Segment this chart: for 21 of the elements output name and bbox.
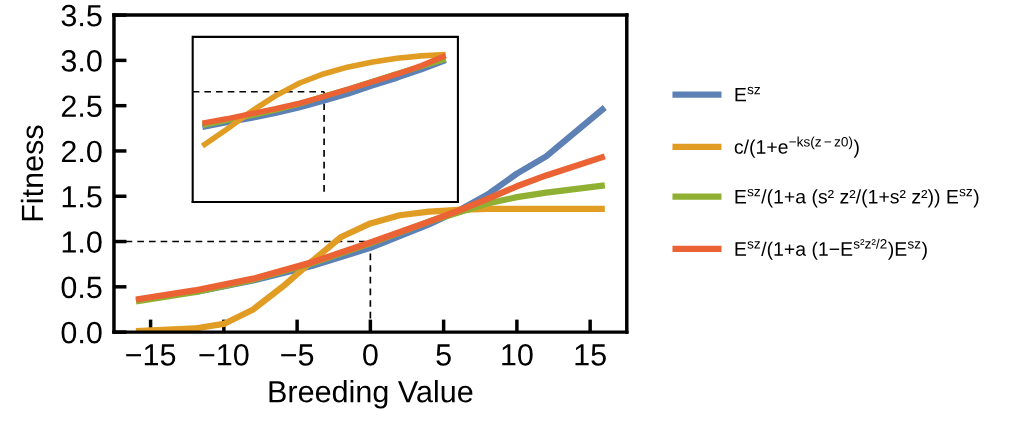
y-tick-label: 1.5	[62, 186, 102, 208]
x-tick-label: 5	[436, 344, 451, 366]
x-tick-label: −5	[281, 344, 314, 366]
y-tick-label: 1.0	[62, 231, 102, 253]
y-tick-label: 2.0	[61, 140, 102, 163]
y-tick-label: 3.5	[61, 4, 102, 27]
x-axis-title: Breeding Value	[269, 380, 473, 409]
legend-label: E$^{sz}$/(1+a (s² z²/(1+s² z²)) E$^{sz}$)	[735, 188, 979, 208]
y-tick-label: 3.0	[61, 50, 102, 72]
y-tick-label: 2.5	[61, 95, 102, 118]
x-tick-label: 0	[363, 344, 378, 366]
x-tick-label: 10	[502, 344, 533, 366]
y-tick-label: 0.0	[61, 321, 102, 344]
y-axis-title: Fitness	[20, 125, 44, 221]
legend-label: c/(1+e$^{−ks(z−z0)}$)	[734, 136, 859, 158]
x-tick-label: 15	[575, 344, 606, 366]
y-tick-label: 0.5	[61, 276, 102, 299]
legend-label: E$^{sz}$/(1+a (1−E$^{s²z²/2}$)E$^{sz}$)	[735, 238, 927, 260]
legend-label: E$^{sz}$	[735, 86, 760, 102]
x-tick-label: −10	[199, 344, 249, 366]
x-tick-label: −15	[126, 344, 176, 366]
